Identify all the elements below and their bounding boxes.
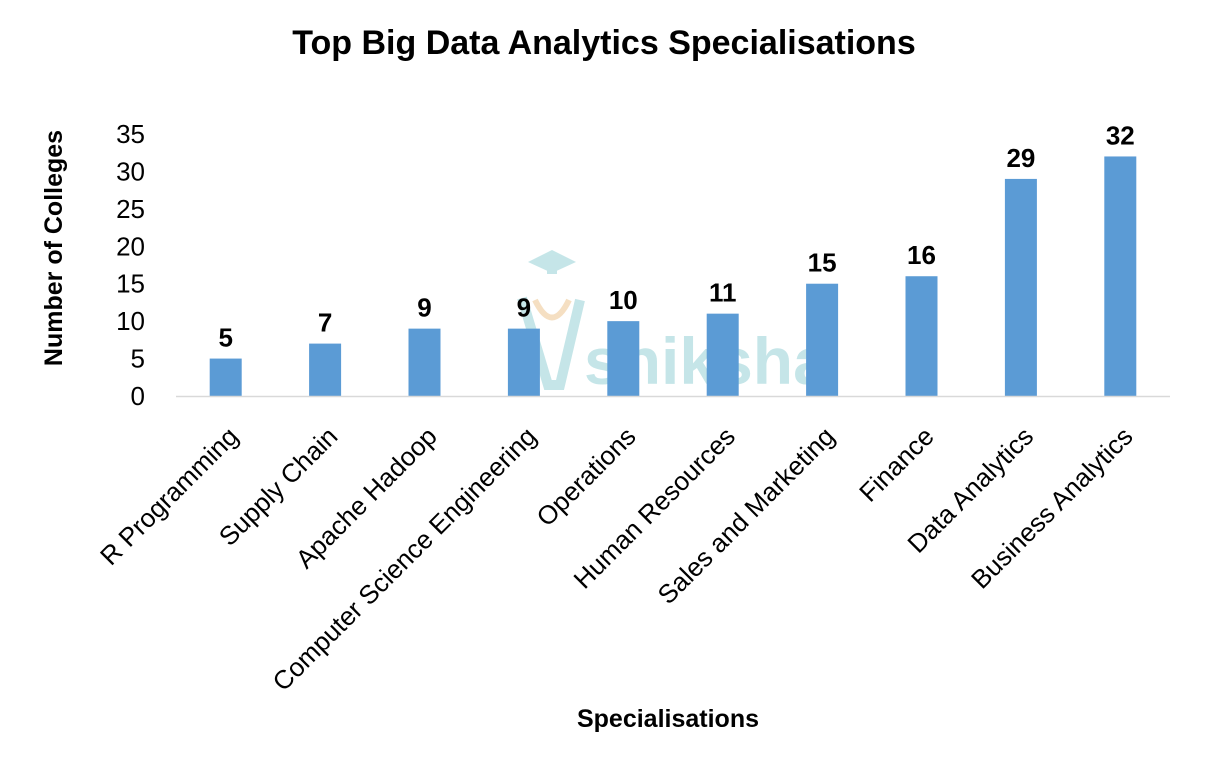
- bars: [209, 156, 1137, 396]
- y-axis-title: Number of Colleges: [40, 130, 68, 366]
- bar-data-label: 15: [808, 248, 837, 278]
- bar: [209, 358, 242, 396]
- y-tick-label: 10: [116, 306, 145, 336]
- y-tick-label: 30: [116, 156, 145, 186]
- bar-data-label: 5: [218, 323, 232, 353]
- bar-data-label: 9: [517, 293, 531, 323]
- data-labels: 5 7 9 9 10 11 15 16 29 32: [218, 120, 1134, 352]
- bar: [1104, 156, 1137, 396]
- bar-data-label: 7: [318, 308, 332, 338]
- bar: [905, 276, 938, 396]
- x-category-label: Finance: [853, 421, 940, 508]
- bar: [607, 321, 640, 396]
- x-axis-title: Specialisations: [577, 705, 759, 733]
- bar: [507, 328, 540, 396]
- bar-data-label: 11: [709, 278, 737, 308]
- bar: [408, 328, 441, 396]
- bar-data-label: 32: [1106, 120, 1135, 150]
- chart-title: Top Big Data Analytics Specialisations: [292, 24, 916, 62]
- y-tick-label: 15: [116, 269, 145, 299]
- y-tick-label: 0: [131, 381, 145, 411]
- bar: [309, 343, 342, 396]
- bar-data-label: 29: [1006, 143, 1035, 173]
- bar: [1004, 178, 1037, 396]
- y-tick-label: 25: [116, 194, 145, 224]
- bar-data-label: 9: [417, 293, 431, 323]
- x-category-label: R Programming: [94, 421, 244, 571]
- shiksha-watermark-logo: shiksha: [517, 250, 831, 398]
- y-axis-ticks: 0 5 10 15 20 25 30 35: [116, 119, 145, 411]
- y-tick-label: 5: [131, 344, 145, 374]
- bar: [806, 283, 839, 396]
- y-tick-label: 20: [116, 231, 145, 261]
- y-tick-label: 35: [116, 119, 145, 149]
- bar-data-label: 10: [609, 285, 638, 315]
- bar-data-label: 16: [907, 240, 936, 270]
- x-category-label: Sales and Marketing: [652, 421, 841, 610]
- bar: [706, 313, 739, 396]
